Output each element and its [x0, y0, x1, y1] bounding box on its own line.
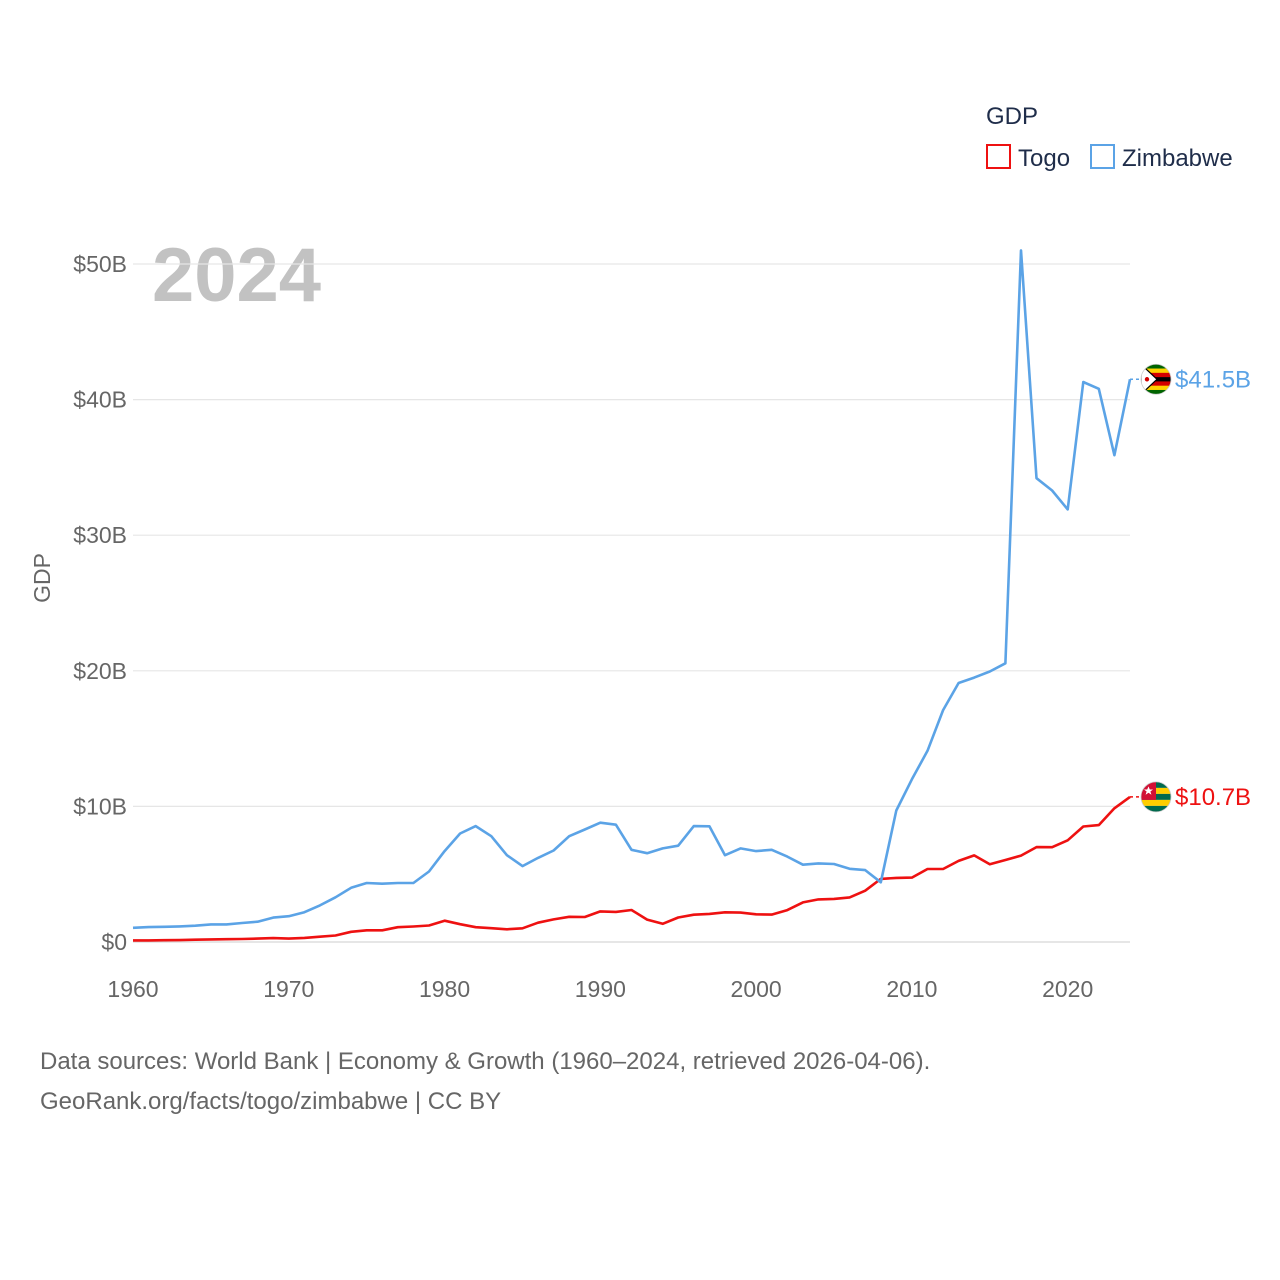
y-tick-label: $40B: [73, 387, 127, 413]
legend-label-togo: Togo: [1018, 145, 1070, 172]
x-tick-label: 1970: [263, 976, 314, 1002]
x-tick-label: 2010: [886, 976, 937, 1002]
end-labels: $10.7B $41.5B: [1130, 363, 1251, 813]
legend-item-togo[interactable]: Togo: [986, 144, 1070, 172]
series-layer: [132, 249, 1132, 942]
y-tick-label: $30B: [73, 522, 127, 548]
grid-layer: [133, 263, 1130, 943]
x-tick-label: 1980: [419, 976, 470, 1002]
series-line-zimbabwe[interactable]: [132, 249, 1132, 930]
y-tick-label: $50B: [73, 251, 127, 277]
y-tick-label: $20B: [73, 658, 127, 684]
y-axis-title: GDP: [29, 553, 55, 603]
end-label-togo: $10.7B: [1175, 784, 1251, 811]
togo-flag-icon: [1140, 781, 1172, 813]
series-line-togo[interactable]: [133, 795, 1131, 942]
x-tick-label: 1990: [575, 976, 626, 1002]
zimbabwe-flag-icon: [1140, 363, 1172, 395]
x-tick-label: 2020: [1042, 976, 1093, 1002]
y-tick-label: $10B: [73, 793, 127, 819]
x-tick-label: 2000: [731, 976, 782, 1002]
legend-swatch-togo: [986, 144, 1011, 169]
y-tick-labels: $0 $10B $20B $30B $40B $50B: [73, 251, 127, 955]
footer-sources: Data sources: World Bank | Economy & Gro…: [40, 1048, 931, 1075]
legend-swatch-zimbabwe: [1090, 144, 1115, 169]
x-tick-label: 1960: [107, 976, 158, 1002]
legend-title: GDP: [986, 103, 1038, 130]
end-label-zimbabwe: $41.5B: [1175, 366, 1251, 393]
footer-attribution: GeoRank.org/facts/togo/zimbabwe | CC BY: [40, 1088, 502, 1115]
footer: Data sources: World Bank | Economy & Gro…: [40, 1042, 930, 1122]
y-tick-label: $0: [101, 929, 127, 955]
x-tick-labels: 1960 1970 1980 1990 2000 2010 2020: [107, 976, 1093, 1002]
legend-item-zimbabwe[interactable]: Zimbabwe: [1090, 144, 1233, 172]
legend-label-zimbabwe: Zimbabwe: [1122, 145, 1233, 172]
year-overlay: 2024: [152, 233, 321, 318]
